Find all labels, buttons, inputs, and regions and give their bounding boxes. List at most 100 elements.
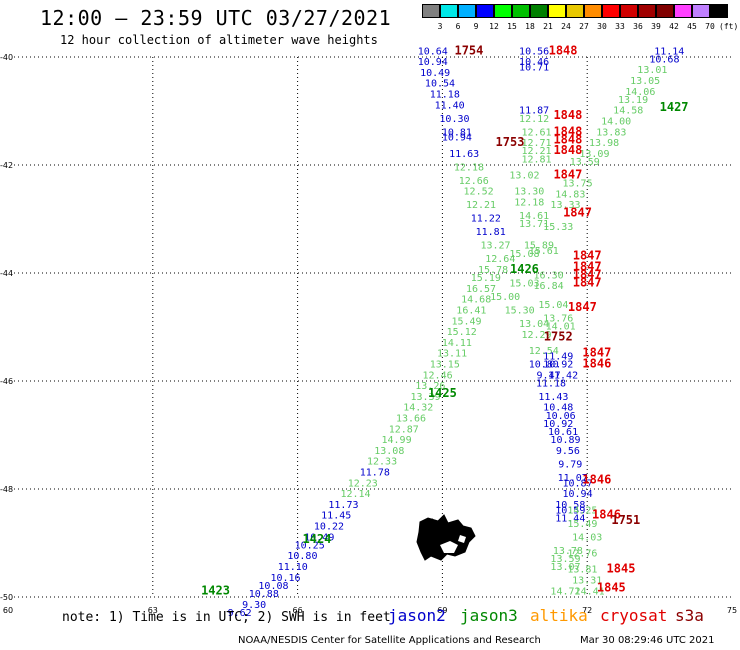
map-title: 12:00 – 23:59 UTC 03/27/2021 (40, 6, 392, 30)
wave-height-value: 11.81 (476, 227, 506, 238)
wave-height-value: 16.41 (456, 306, 486, 317)
wave-height-value: 11.40 (435, 100, 465, 111)
pass-time-label: 1848 (553, 108, 582, 122)
wave-height-value: 12.81 (521, 154, 551, 165)
wave-height-value: 10.94 (562, 489, 592, 500)
wave-height-value: 13.09 (579, 149, 609, 160)
wave-height-value: 13.08 (374, 446, 404, 457)
lat-tick-label: -46 (0, 377, 13, 386)
wave-height-value: 12.21 (521, 146, 551, 157)
wave-height-value: 10.59 (555, 505, 585, 516)
scale-swatch (710, 4, 728, 18)
scale-swatch (674, 4, 692, 18)
wave-height-value: 13.27 (480, 241, 510, 252)
scale-swatch (494, 4, 512, 18)
wave-height-value: 10.94 (442, 133, 472, 144)
wave-height-value: 10.25 (295, 540, 325, 551)
wave-height-value: 15.08 (509, 249, 539, 260)
lon-tick-label: 63 (148, 606, 158, 615)
wave-height-value: 13.39 (410, 392, 440, 403)
wave-height-value: 10.48 (543, 403, 573, 414)
pass-time-label: 1847 (568, 300, 597, 314)
wave-height-value: 13.78 (553, 546, 583, 557)
wave-height-value: 10.81 (442, 127, 472, 138)
wave-height-value: 13.07 (550, 562, 580, 573)
lat-tick-label: -42 (0, 161, 13, 170)
wave-height-value: 11.87 (519, 106, 549, 117)
wave-height-value: 9.62 (228, 608, 252, 619)
pass-time-label: 1754 (454, 43, 483, 57)
wave-height-value: 10.71 (519, 63, 549, 74)
wave-height-value: 15.78 (478, 265, 508, 276)
map-subtitle: 12 hour collection of altimeter wave hei… (60, 33, 378, 47)
wave-height-value: 10.46 (519, 57, 549, 68)
wave-height-value: 15.61 (529, 246, 559, 257)
wave-height-value: 12.46 (423, 370, 453, 381)
wave-height-value: 15.19 (471, 273, 501, 284)
credit-line: NOAA/NESDIS Center for Satellite Applica… (238, 635, 541, 646)
scale-swatch (620, 4, 638, 18)
wave-height-value: 15.49 (451, 316, 481, 327)
pass-time-label: 1847 (563, 205, 592, 219)
scale-label: 70 (705, 22, 715, 31)
wave-height-value: 14.25 (567, 505, 597, 516)
wave-height-value: 15.49 (567, 519, 597, 530)
wave-height-value: 10.68 (649, 54, 679, 65)
legend-s3a: s3a (675, 606, 704, 625)
wave-height-value: 14.83 (555, 189, 585, 200)
scale-label: 3 (437, 22, 443, 31)
wave-height-value: 12.54 (529, 346, 559, 357)
kerguelen-island-outline (416, 514, 476, 561)
scale-swatch (458, 4, 476, 18)
wave-height-value: 14.32 (403, 403, 433, 414)
pass-time-label: 1846 (582, 473, 611, 487)
scale-label: 36 (633, 22, 643, 31)
pass-time-label: 1847 (553, 168, 582, 182)
pass-time-label: 1846 (592, 508, 621, 522)
wave-height-value: 13.15 (430, 360, 460, 371)
wave-height-value: 10.56 (519, 46, 549, 57)
wave-height-value: 13.81 (567, 565, 597, 576)
wave-height-value: 10.16 (270, 573, 300, 584)
wave-height-value: 10.80 (529, 360, 559, 371)
wave-height-value: 10.49 (420, 68, 450, 79)
scale-label: 21 (543, 22, 553, 31)
wave-height-value: 13.31 (572, 576, 602, 587)
scale-label: 12 (489, 22, 499, 31)
wave-height-value: 12.66 (459, 176, 489, 187)
scale-swatch (512, 4, 530, 18)
wave-height-value: 14.58 (613, 106, 643, 117)
scale-swatch (584, 4, 602, 18)
scale-label: (ft) (719, 22, 739, 31)
wave-height-value: 11.45 (321, 511, 351, 522)
wave-height-value: 12.71 (521, 138, 551, 149)
wave-height-value: 11.43 (538, 392, 568, 403)
wave-height-value: 10.61 (548, 427, 578, 438)
wave-height-value: 10.87 (562, 478, 592, 489)
wave-height-value: 10.08 (258, 581, 288, 592)
pass-time-label: 1847 (573, 276, 602, 290)
wave-height-value: 15.12 (447, 327, 477, 338)
wave-height-value: 14.41 (575, 586, 605, 597)
wave-height-value: 10.49 (304, 532, 334, 543)
wave-height-value: 9.47 (537, 370, 561, 381)
wave-height-value: 12.87 (389, 424, 419, 435)
wave-height-value: 13.83 (596, 127, 626, 138)
wave-height-value: 16.84 (534, 281, 564, 292)
wave-height-value: 13.05 (630, 76, 660, 87)
pass-time-label: 1847 (582, 346, 611, 360)
pass-time-label: 1848 (549, 43, 578, 57)
wave-height-value: 14.06 (625, 87, 655, 98)
scale-label: 45 (687, 22, 697, 31)
wave-height-value: 13.59 (550, 554, 580, 565)
scale-swatch (422, 4, 440, 18)
wave-height-value: 10.92 (543, 360, 573, 371)
wave-height-value: 15.33 (543, 222, 573, 233)
pass-time-label: 1751 (611, 513, 640, 527)
lon-tick-label: 60 (3, 606, 13, 615)
wave-height-value: 14.01 (546, 322, 576, 333)
lon-tick-label: 72 (582, 606, 592, 615)
legend-altika: altika (530, 606, 588, 625)
wave-height-value: 13.04 (519, 319, 549, 330)
wave-height-value: 14.11 (442, 338, 472, 349)
